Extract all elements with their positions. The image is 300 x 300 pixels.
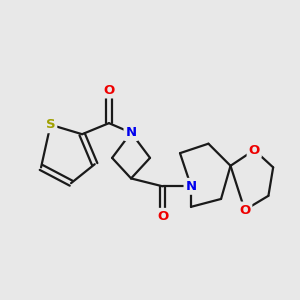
Text: O: O: [249, 143, 260, 157]
Text: O: O: [103, 83, 115, 97]
Text: O: O: [157, 210, 168, 223]
Text: N: N: [125, 126, 136, 139]
Text: O: O: [239, 203, 250, 217]
Text: S: S: [46, 118, 55, 131]
Text: N: N: [185, 180, 197, 193]
